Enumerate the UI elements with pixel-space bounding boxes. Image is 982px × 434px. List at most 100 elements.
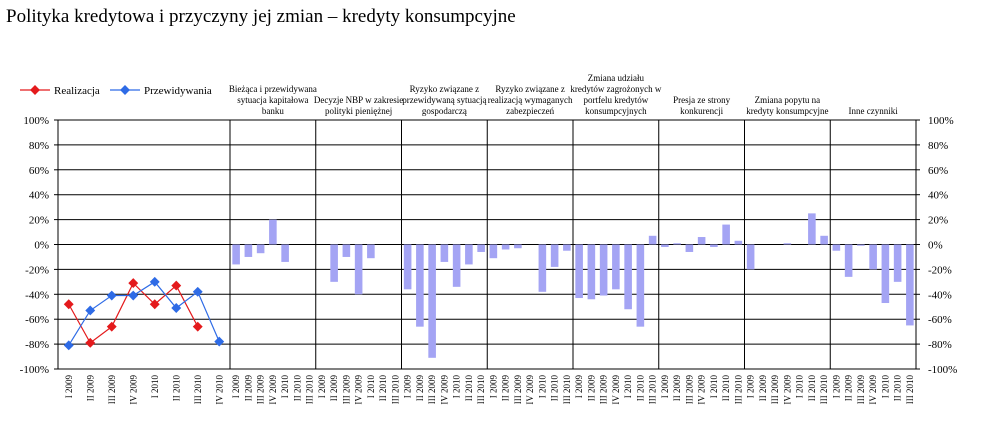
bar [575, 244, 583, 299]
x-tick-label: IV 2009 [439, 375, 449, 405]
panel-title-line: gospodarczą [422, 106, 468, 116]
bar [440, 244, 449, 262]
line-marker-realizacja [63, 299, 74, 310]
bar [844, 244, 853, 277]
line-marker-przewidywania [171, 303, 182, 313]
bar [820, 235, 828, 245]
x-tick-label: III 2010 [476, 375, 486, 405]
bar [857, 244, 865, 246]
bar [599, 244, 608, 296]
x-tick-label: II 2009 [243, 375, 253, 402]
x-tick-label: II 2010 [550, 375, 560, 402]
x-tick-label: III 2010 [648, 375, 658, 405]
x-tick-label: IV 2009 [697, 375, 707, 405]
panel-title-line: kredytów zagrożonych w [570, 84, 661, 94]
x-tick-label: I 2009 [574, 375, 584, 399]
bar [612, 244, 620, 290]
bar [269, 219, 277, 245]
bar [465, 244, 473, 265]
x-tick-label: II 2009 [844, 375, 854, 402]
x-tick-label: III 2009 [684, 375, 694, 405]
y-tick-label-left: 80% [29, 140, 49, 152]
x-tick-label: II 2009 [329, 375, 339, 402]
bar [330, 244, 338, 282]
x-tick-label: IV 2009 [268, 375, 278, 405]
bar [636, 244, 645, 327]
y-axis-left: 100% 80% 60% 40% 20% 0% -20% -40% -60% -80% -100% [20, 115, 58, 376]
y-tick-label-right: 0% [928, 240, 943, 252]
x-tick-label: I 2010 [623, 375, 633, 399]
x-tick-label: I 2010 [795, 375, 805, 399]
panel-title-line: realizacją wymaganych [488, 95, 573, 105]
x-tick-label: I 2010 [537, 375, 547, 399]
bar [624, 244, 632, 310]
line-marker-przewidywania [149, 276, 160, 287]
panel-title-line: Ryzyko związane z [410, 84, 480, 94]
y-tick-label-right: -100% [928, 364, 957, 376]
x-tick-label: III 2010 [819, 375, 829, 405]
bar [354, 244, 363, 295]
y-axis-right: 100% 80% 60% 40% 20% 0% -20% -40% -60% -80% -100% [916, 115, 957, 376]
panel-title-line: Decyzje NBP w zakresie [314, 95, 403, 105]
panel-title-line: kredyty konsumpcyjne [746, 106, 828, 116]
bar [685, 244, 694, 252]
x-tick-label: II 2010 [292, 375, 302, 402]
legend-marker [120, 85, 130, 95]
y-tick-label-left: -100% [20, 364, 49, 376]
x-tick-label: III 2010 [733, 375, 743, 405]
x-tick-label: III 2009 [856, 375, 866, 405]
line-marker-przewidywania [192, 286, 203, 297]
bar-series [232, 213, 914, 358]
x-tick-label: II 2010 [635, 375, 645, 402]
bar [783, 243, 792, 245]
y-tick-label-right: 100% [928, 115, 954, 127]
bar [881, 244, 890, 304]
bar [893, 244, 902, 282]
panel-title: Inne czynniki [849, 106, 899, 116]
bar [342, 244, 351, 257]
panel-title-line: konsumpcyjnych [585, 106, 647, 116]
bar [256, 244, 265, 254]
bar [514, 244, 522, 249]
x-tick-label: I 2009 [231, 375, 241, 399]
line-marker-realizacja [128, 278, 139, 289]
x-tick-label: II 2010 [464, 375, 474, 402]
x-tick-label: III 2010 [562, 375, 572, 405]
line-marker-realizacja [85, 337, 96, 348]
panel-title: Ryzyko związane z realizacją wymaganych za… [488, 84, 573, 116]
panel-title-line: banku [262, 106, 284, 116]
panel-title-line: Presja ze strony [673, 95, 730, 105]
bar [563, 244, 571, 251]
y-tick-label-right: 20% [928, 215, 948, 227]
x-tick-label: I 2009 [660, 375, 670, 399]
x-tick-label: I 2009 [64, 375, 74, 399]
panel-title: Decyzje NBP w zakresie polityki pieniężne… [314, 95, 403, 116]
y-tick-label-right: 40% [928, 190, 948, 202]
x-tick-label: III 2009 [770, 375, 780, 405]
x-tick-label: III 2009 [427, 375, 437, 405]
bar [489, 244, 498, 259]
line-marker-przewidywania [63, 340, 74, 351]
legend: Realizacja Przewidywania [20, 85, 212, 97]
y-tick-label-right: -40% [928, 289, 952, 301]
x-tick-label: I 2010 [880, 375, 890, 399]
y-tick-label-left: 100% [23, 115, 49, 127]
panel-title-line: konkurencji [680, 106, 723, 116]
bar [734, 240, 743, 245]
line-marker-przewidywania [128, 290, 139, 301]
bar [906, 244, 914, 326]
y-tick-label-left: 60% [29, 165, 49, 177]
panel-title-line: Zmiana udziału [588, 73, 645, 83]
panel-title: Bieżąca i przewidywana sytuacja kapitałow… [229, 84, 317, 116]
x-tick-label: II 2010 [378, 375, 388, 402]
x-tick-label: I 2009 [488, 375, 498, 399]
bar [673, 243, 681, 245]
panel-titles: Bieżąca i przewidywana sytuacja kapitałow… [229, 73, 898, 116]
bar [550, 244, 559, 267]
x-tick-label: III 2009 [599, 375, 609, 405]
bar [367, 244, 375, 259]
line-marker-realizacja [149, 299, 160, 310]
line-marker-realizacja [171, 280, 182, 291]
line-series [63, 276, 225, 351]
